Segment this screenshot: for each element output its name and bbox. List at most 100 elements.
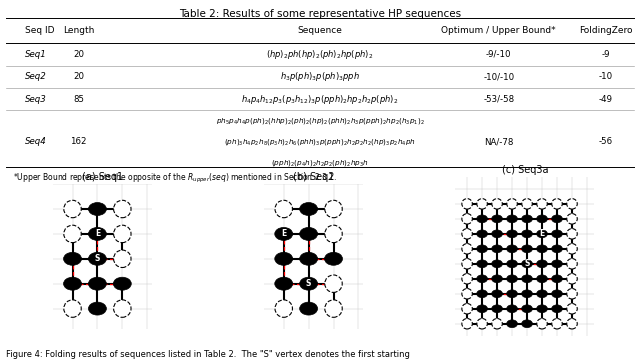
Ellipse shape xyxy=(477,260,488,268)
Text: Seq1: Seq1 xyxy=(25,50,47,59)
Circle shape xyxy=(492,318,502,329)
Ellipse shape xyxy=(552,230,563,238)
Circle shape xyxy=(462,318,472,329)
Ellipse shape xyxy=(536,290,547,298)
Text: $(hp)_2ph(hp)_2(ph)_2hp(ph)_2$: $(hp)_2ph(hp)_2(ph)_2hp(ph)_2$ xyxy=(266,48,374,61)
Circle shape xyxy=(567,199,577,209)
Circle shape xyxy=(462,199,472,209)
Circle shape xyxy=(567,244,577,254)
Ellipse shape xyxy=(300,203,317,216)
Ellipse shape xyxy=(492,305,502,313)
Text: Length: Length xyxy=(63,26,94,35)
Circle shape xyxy=(114,250,131,268)
Text: -56: -56 xyxy=(598,138,612,147)
Ellipse shape xyxy=(492,245,502,253)
Text: S: S xyxy=(306,279,311,288)
Ellipse shape xyxy=(275,252,292,265)
Ellipse shape xyxy=(536,260,547,268)
Circle shape xyxy=(114,200,131,218)
Circle shape xyxy=(462,304,472,314)
Ellipse shape xyxy=(522,230,532,238)
Circle shape xyxy=(462,244,472,254)
Title: (b) Seq2: (b) Seq2 xyxy=(293,172,334,182)
Ellipse shape xyxy=(88,252,106,265)
Circle shape xyxy=(477,318,487,329)
Circle shape xyxy=(462,214,472,224)
Text: Seq4: Seq4 xyxy=(25,138,47,147)
Circle shape xyxy=(114,225,131,243)
Circle shape xyxy=(552,199,563,209)
Circle shape xyxy=(114,300,131,317)
Ellipse shape xyxy=(477,230,488,238)
Ellipse shape xyxy=(507,260,518,268)
Text: 85: 85 xyxy=(73,95,84,104)
Circle shape xyxy=(567,214,577,224)
Circle shape xyxy=(64,225,81,243)
Text: Sequence: Sequence xyxy=(298,26,342,35)
Circle shape xyxy=(325,225,342,243)
Text: $h_4p_4h_{12}p_3(p_3h_{12})_{3}p(pph)_2hp_2h_2p(ph)_2$: $h_4p_4h_{12}p_3(p_3h_{12})_{3}p(pph)_2h… xyxy=(241,92,399,105)
Ellipse shape xyxy=(522,215,532,223)
Text: $(pph)_2(p_4h)_2h_2p_2(ph)_2hp_3h$: $(pph)_2(p_4h)_2h_2p_2(ph)_2hp_3h$ xyxy=(271,158,369,168)
Ellipse shape xyxy=(300,277,317,290)
Circle shape xyxy=(275,300,292,317)
Ellipse shape xyxy=(300,252,317,265)
Ellipse shape xyxy=(522,275,532,283)
Ellipse shape xyxy=(552,290,563,298)
Text: NA/-78: NA/-78 xyxy=(484,138,513,147)
Ellipse shape xyxy=(507,215,518,223)
Circle shape xyxy=(567,318,577,329)
Circle shape xyxy=(325,200,342,218)
Ellipse shape xyxy=(522,290,532,298)
Ellipse shape xyxy=(507,320,518,328)
Circle shape xyxy=(64,200,81,218)
Ellipse shape xyxy=(507,230,518,238)
Ellipse shape xyxy=(522,320,532,328)
Text: $(ph)_3h_4p_2h_8(p_3h)_2h_6(phh)_3p(pph)_2h_2p_2h_2(hp)_3p_2h_4ph$: $(ph)_3h_4p_2h_8(p_3h)_2h_6(phh)_3p(pph)… xyxy=(224,137,416,147)
Ellipse shape xyxy=(536,305,547,313)
Text: -49: -49 xyxy=(598,95,612,104)
Circle shape xyxy=(275,200,292,218)
Text: E: E xyxy=(281,229,286,238)
Text: Table 2: Results of some representative HP sequences: Table 2: Results of some representative … xyxy=(179,9,461,19)
Ellipse shape xyxy=(477,245,488,253)
Circle shape xyxy=(462,274,472,284)
Ellipse shape xyxy=(113,277,131,290)
Text: $h_3p(ph)_3p(ph)_3pph$: $h_3p(ph)_3p(ph)_3pph$ xyxy=(280,70,360,83)
Ellipse shape xyxy=(477,290,488,298)
Ellipse shape xyxy=(552,275,563,283)
Ellipse shape xyxy=(477,275,488,283)
Circle shape xyxy=(64,300,81,317)
Circle shape xyxy=(477,199,487,209)
Ellipse shape xyxy=(492,275,502,283)
Circle shape xyxy=(567,274,577,284)
Ellipse shape xyxy=(522,260,532,268)
Text: Seq2: Seq2 xyxy=(25,72,47,81)
Text: Figure 4: Folding results of sequences listed in Table 2.  The "S" vertex denote: Figure 4: Folding results of sequences l… xyxy=(6,350,410,359)
Ellipse shape xyxy=(88,277,106,290)
Ellipse shape xyxy=(300,227,317,240)
Text: E: E xyxy=(540,229,545,238)
Circle shape xyxy=(567,288,577,299)
Ellipse shape xyxy=(552,245,563,253)
Ellipse shape xyxy=(63,277,81,290)
Circle shape xyxy=(567,229,577,239)
Text: Optimum / Upper Bound*: Optimum / Upper Bound* xyxy=(442,26,556,35)
Circle shape xyxy=(552,318,563,329)
Title: (c) Seq3a: (c) Seq3a xyxy=(502,165,548,175)
Text: FoldingZero: FoldingZero xyxy=(579,26,632,35)
Ellipse shape xyxy=(492,230,502,238)
Ellipse shape xyxy=(300,302,317,315)
Text: 162: 162 xyxy=(70,138,87,147)
Text: S: S xyxy=(95,254,100,263)
Ellipse shape xyxy=(275,227,292,240)
Circle shape xyxy=(507,199,517,209)
Ellipse shape xyxy=(536,275,547,283)
Circle shape xyxy=(462,229,472,239)
Text: -9/-10: -9/-10 xyxy=(486,50,511,59)
Text: -9: -9 xyxy=(601,50,610,59)
Text: S: S xyxy=(524,259,530,268)
Ellipse shape xyxy=(507,305,518,313)
Circle shape xyxy=(325,275,342,292)
Ellipse shape xyxy=(552,215,563,223)
